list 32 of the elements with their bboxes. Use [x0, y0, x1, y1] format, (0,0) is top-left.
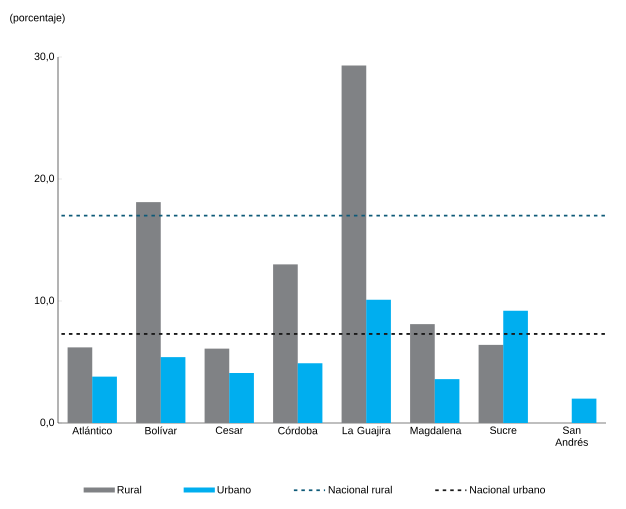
bar	[478, 344, 504, 423]
legend-label: Nacional urbano	[470, 486, 546, 494]
bar	[204, 348, 230, 423]
bar	[273, 264, 298, 423]
bar	[410, 324, 435, 423]
bar	[92, 376, 117, 423]
bar	[503, 310, 528, 423]
y-tick-label: 30,0	[34, 52, 54, 62]
x-tick-label: La Guajira	[342, 426, 391, 436]
bar	[366, 300, 391, 423]
x-tick-label: San Andrés	[555, 426, 588, 446]
x-tick-label: Atlántico	[72, 426, 112, 434]
bar	[229, 372, 254, 423]
legend-label: Urbano	[218, 486, 251, 494]
bar	[68, 347, 92, 423]
bar	[160, 357, 186, 423]
x-tick-label: Sucre	[490, 426, 516, 434]
bar	[298, 363, 322, 423]
legend-label: Rural	[118, 486, 142, 494]
legend-label: Nacional rural	[328, 486, 392, 494]
x-tick-label: Córdoba	[278, 426, 318, 434]
y-axis-title: (porcentaje)	[10, 14, 65, 24]
y-tick-label: 10,0	[34, 296, 54, 306]
bar	[434, 379, 460, 423]
bar	[342, 66, 366, 423]
y-tick-label: 0,0	[40, 418, 54, 428]
x-tick-label: Bolívar	[145, 426, 177, 434]
y-tick-label: 20,0	[34, 174, 54, 184]
bar	[136, 202, 161, 423]
x-tick-label: Magdalena	[410, 426, 462, 436]
bar	[572, 398, 596, 423]
x-tick-label: Cesar	[216, 426, 244, 434]
